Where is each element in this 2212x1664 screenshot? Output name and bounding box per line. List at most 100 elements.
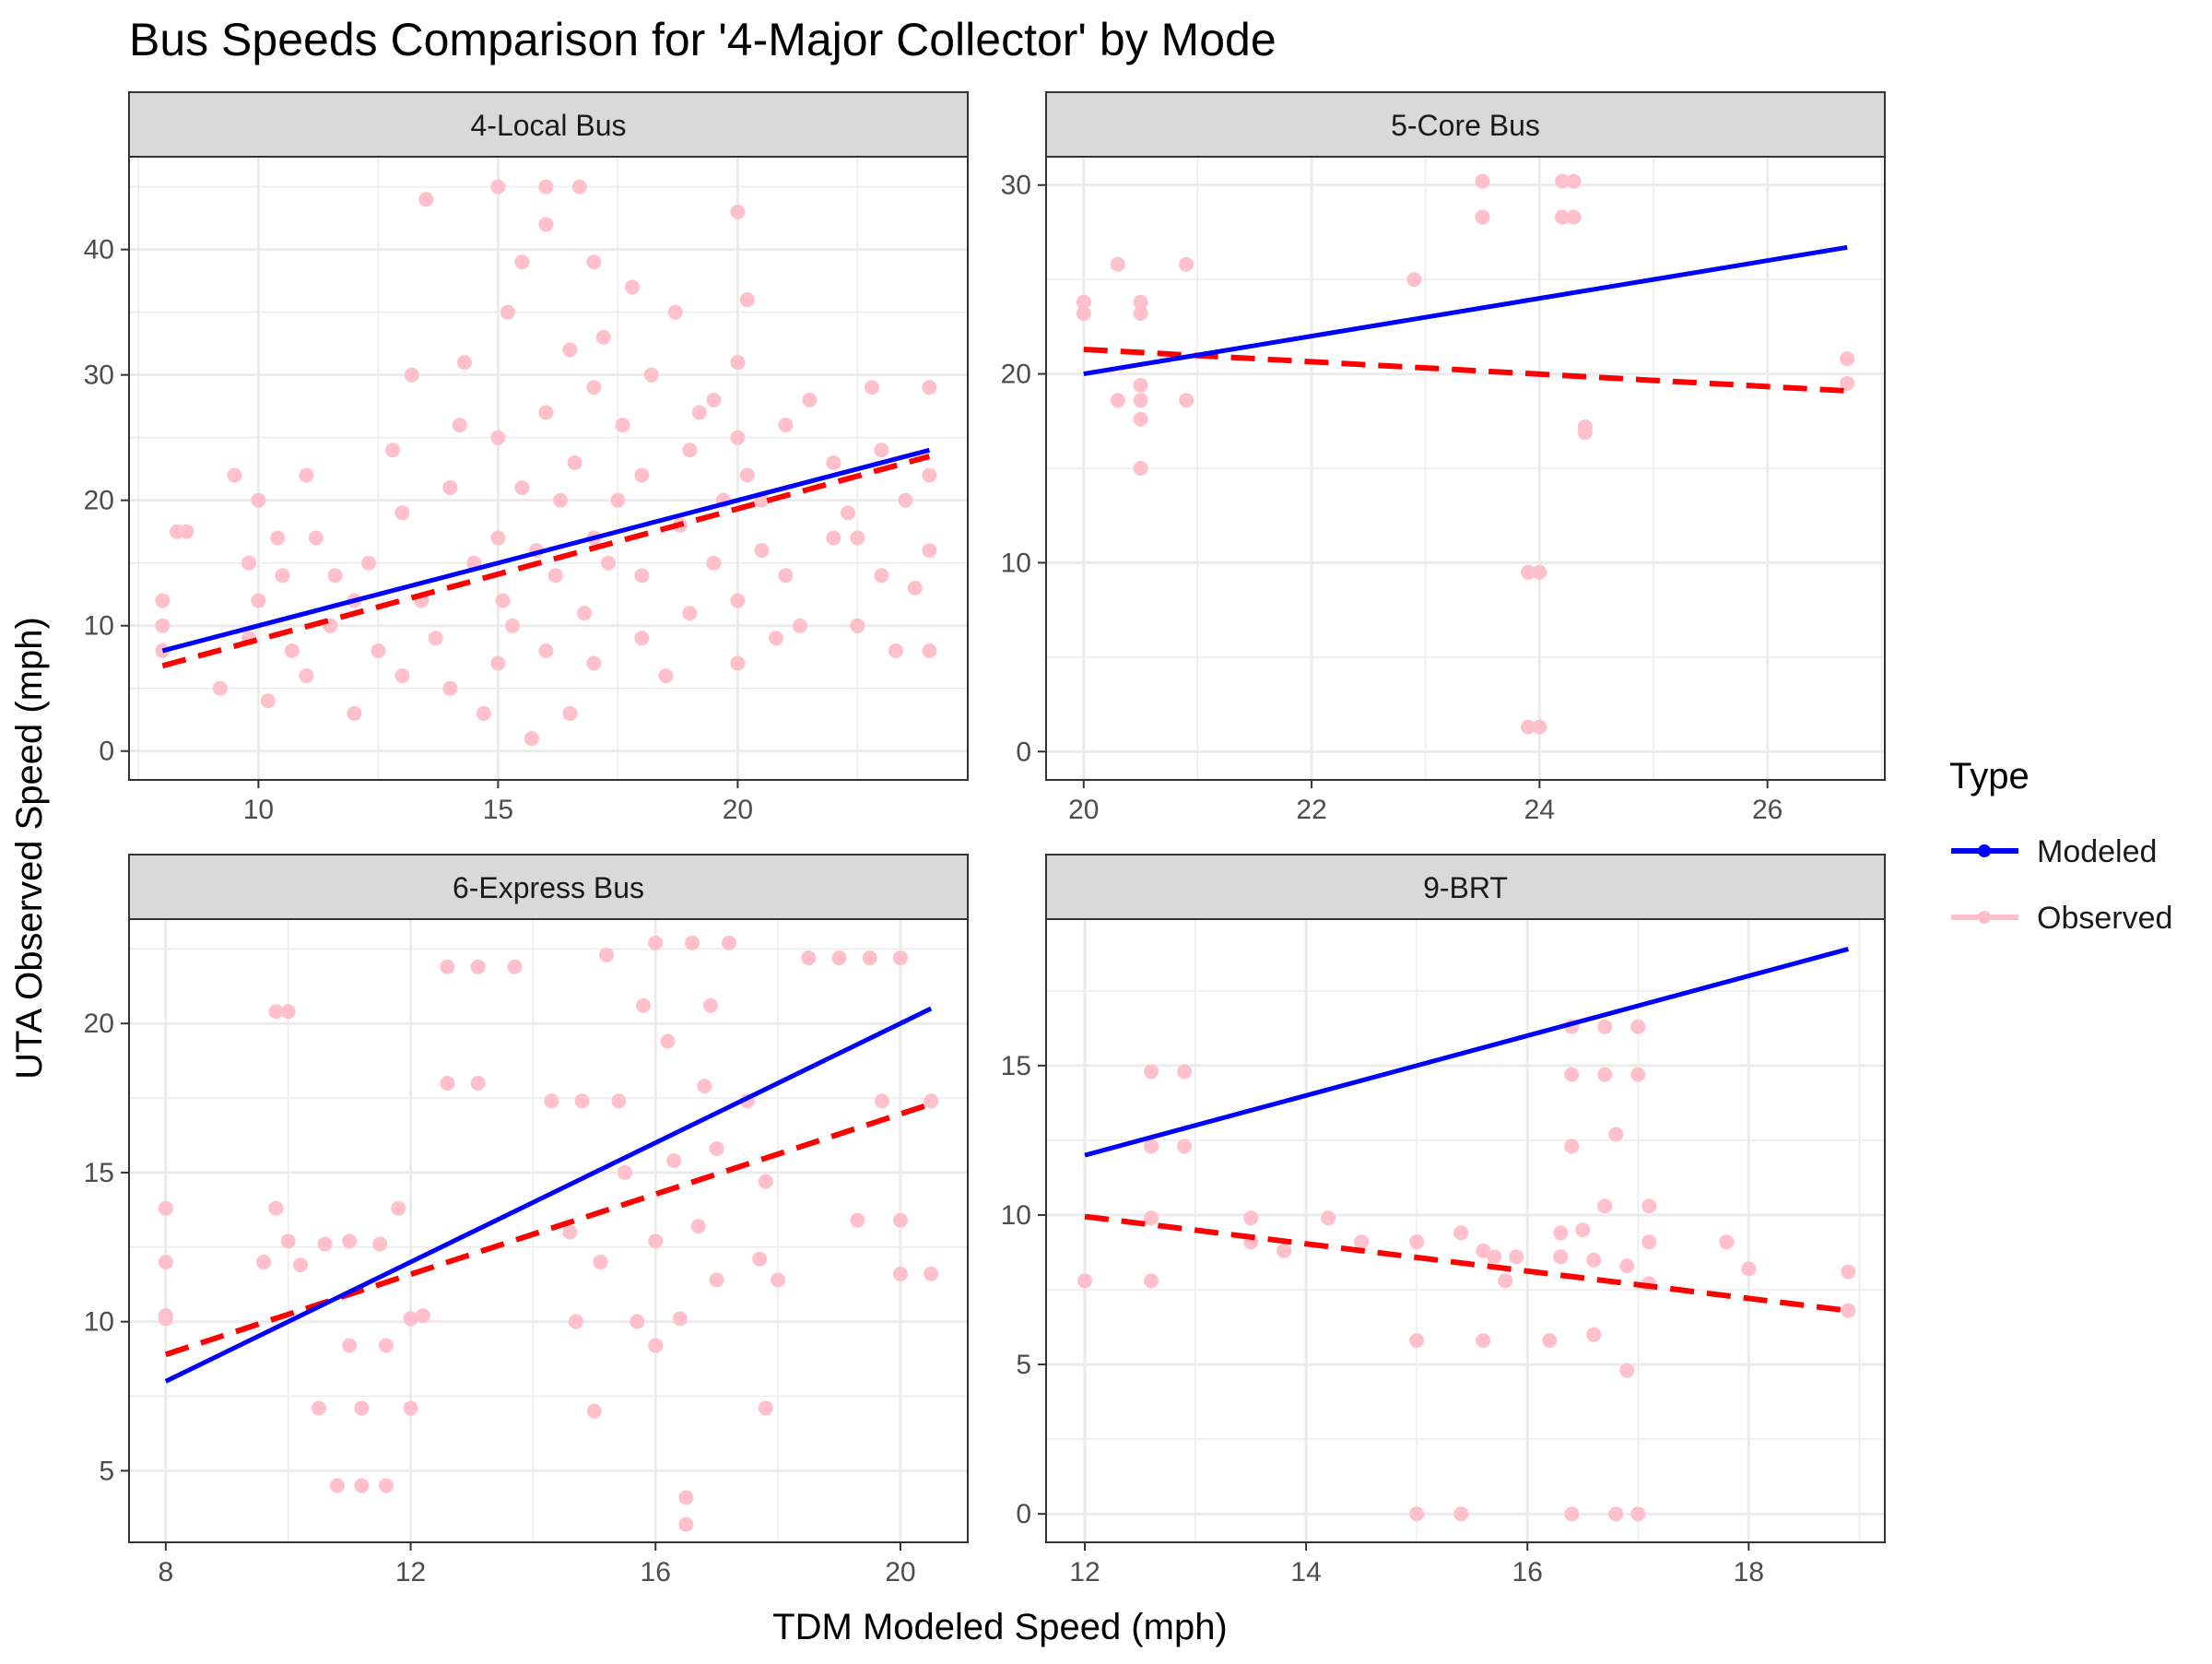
observed-point — [514, 480, 530, 496]
observed-point — [660, 1033, 676, 1049]
observed-point — [593, 1254, 608, 1269]
observed-points — [155, 179, 937, 747]
observed-point — [892, 950, 908, 966]
observed-point — [648, 1338, 664, 1353]
facet-strip-label: 5-Core Bus — [1391, 109, 1540, 142]
facet-strip-label: 4-Local Bus — [471, 109, 627, 142]
panel-border — [1045, 156, 1886, 781]
observed-point — [691, 405, 707, 420]
observed-point — [403, 1400, 418, 1416]
observed-point — [721, 935, 736, 950]
major-gridlines — [129, 157, 968, 780]
observed-point — [682, 443, 698, 458]
observed-point — [268, 1200, 284, 1216]
observed-point — [256, 1254, 272, 1269]
observed-point — [1179, 256, 1194, 272]
observed-point — [347, 705, 362, 721]
legend-label-observed: Observed — [2037, 901, 2172, 936]
observed-point — [500, 304, 515, 320]
observed-point — [730, 593, 746, 608]
observed-points — [1076, 173, 1855, 735]
observed-point — [907, 580, 923, 596]
observed-point — [1840, 351, 1855, 367]
observed-fit-line — [1084, 1213, 1849, 1314]
observed-point — [1321, 1210, 1336, 1226]
observed-point — [1243, 1210, 1259, 1226]
x-tick-label: 22 — [1296, 795, 1326, 825]
observed-fit-line — [1083, 346, 1848, 395]
x-tick-label: 26 — [1752, 795, 1783, 825]
observed-point — [601, 555, 616, 571]
observed-point — [1133, 411, 1148, 427]
legend-title: Type — [1949, 756, 2030, 797]
observed-point — [892, 1212, 908, 1228]
observed-point — [1641, 1198, 1657, 1214]
observed-point — [752, 1251, 768, 1267]
observed-point — [1409, 1506, 1425, 1522]
observed-point — [682, 606, 698, 621]
observed-point — [1277, 1243, 1292, 1258]
facet-strip-label: 6-Express Bus — [453, 871, 644, 904]
observed-point — [1719, 1234, 1735, 1250]
observed-point — [1475, 173, 1490, 189]
observed-point — [1144, 1139, 1159, 1154]
observed-point — [1476, 1333, 1491, 1349]
panel-border — [128, 918, 969, 1543]
observed-point — [685, 935, 700, 950]
legend-key-observed-point — [1978, 911, 1991, 924]
observed-point — [678, 1516, 694, 1532]
observed-point — [538, 405, 554, 420]
observed-point — [342, 1233, 358, 1249]
observed-point — [415, 1308, 430, 1324]
observed-point — [428, 631, 443, 646]
observed-point — [831, 950, 847, 966]
observed-point — [280, 1233, 296, 1249]
observed-point — [1133, 294, 1148, 310]
observed-point — [1553, 1225, 1569, 1241]
panel-border — [1045, 918, 1886, 1543]
y-tick-label: 5 — [1016, 1350, 1031, 1380]
observed-point — [1354, 1234, 1370, 1250]
observed-point — [1555, 173, 1571, 189]
observed-point — [709, 1272, 724, 1288]
observed-point — [730, 204, 746, 219]
observed-point — [634, 568, 650, 584]
observed-point — [391, 1200, 406, 1216]
observed-point — [327, 568, 343, 584]
observed-point — [227, 467, 242, 483]
observed-point — [1840, 375, 1855, 391]
modeled-line — [161, 447, 931, 654]
observed-point — [403, 1311, 418, 1327]
x-axis-title: TDM Modeled Speed (mph) — [772, 1607, 1228, 1647]
observed-point — [1597, 1198, 1613, 1214]
observed-point — [1179, 393, 1194, 408]
legend-label-modeled: Modeled — [2037, 834, 2157, 869]
observed-point — [610, 492, 626, 508]
x-tick-label: 18 — [1734, 1557, 1764, 1587]
observed-point — [730, 655, 746, 671]
plot-area — [129, 157, 968, 780]
observed-point — [385, 443, 400, 458]
observed-point — [212, 680, 228, 696]
observed-point — [1532, 719, 1547, 735]
observed-point — [922, 380, 937, 395]
observed-point — [586, 380, 602, 395]
y-tick-label: 40 — [84, 235, 114, 266]
observed-point — [394, 668, 410, 684]
major-gridlines — [1046, 157, 1885, 780]
observed-point — [778, 568, 794, 584]
observed-point — [841, 505, 855, 521]
observed-point — [793, 618, 807, 633]
observed-fit-line — [164, 1101, 933, 1358]
observed-point — [538, 643, 554, 658]
observed-point — [826, 454, 841, 470]
panel-4-local-bus: 4-Local Bus 10 15 20 0 10 20 30 40 — [84, 91, 969, 825]
observed-point — [538, 217, 554, 232]
observed-point — [1841, 1303, 1856, 1318]
observed-point — [709, 1141, 724, 1157]
legend-key-modeled-point — [1978, 844, 1991, 857]
observed-point — [1144, 1210, 1159, 1226]
observed-point — [378, 1338, 394, 1353]
observed-point — [1608, 1506, 1624, 1522]
observed-point — [1177, 1139, 1193, 1154]
